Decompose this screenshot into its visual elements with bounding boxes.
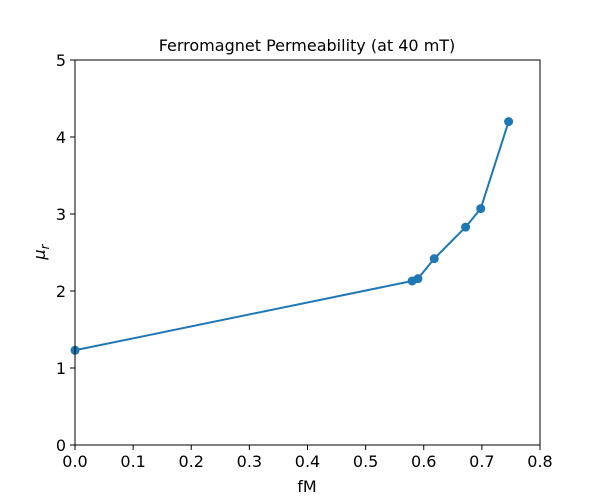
y-axis-label: μr <box>30 243 52 260</box>
x-tick-label: 0.5 <box>353 452 378 471</box>
y-tick-label: 4 <box>56 128 66 147</box>
data-point <box>461 222 471 232</box>
plot-area <box>70 117 514 355</box>
y-tick-label: 3 <box>56 205 66 224</box>
axes-frame <box>74 59 541 446</box>
x-tick-label: 0.8 <box>527 452 552 471</box>
x-tick-label: 0.7 <box>469 452 494 471</box>
series-line <box>74 121 510 352</box>
data-point <box>476 204 486 214</box>
y-tick-label: 1 <box>56 359 66 378</box>
data-point <box>413 274 423 284</box>
y-tick-label: 2 <box>56 282 66 301</box>
y-axis-label-subscript: r <box>38 243 52 249</box>
chart-title: Ferromagnet Permeability (at 40 mT) <box>159 36 456 55</box>
x-tick-label: 0.2 <box>179 452 204 471</box>
y-tick-label: 5 <box>56 51 66 70</box>
x-tick-label: 0.0 <box>62 452 87 471</box>
data-point <box>504 117 514 127</box>
data-point <box>429 254 439 264</box>
y-axis: 0 1 2 3 4 5 <box>56 51 75 455</box>
x-tick-label: 0.4 <box>295 452 320 471</box>
x-axis: 0.0 0.1 0.2 0.3 0.4 0.5 0.6 0.7 0.8 <box>62 445 553 471</box>
x-axis-label: fM <box>297 477 316 496</box>
y-axis-label-symbol: μ <box>30 249 49 260</box>
x-tick-label: 0.6 <box>411 452 436 471</box>
x-tick-label: 0.3 <box>237 452 262 471</box>
x-tick-label: 0.1 <box>120 452 145 471</box>
y-tick-label: 0 <box>56 436 66 455</box>
